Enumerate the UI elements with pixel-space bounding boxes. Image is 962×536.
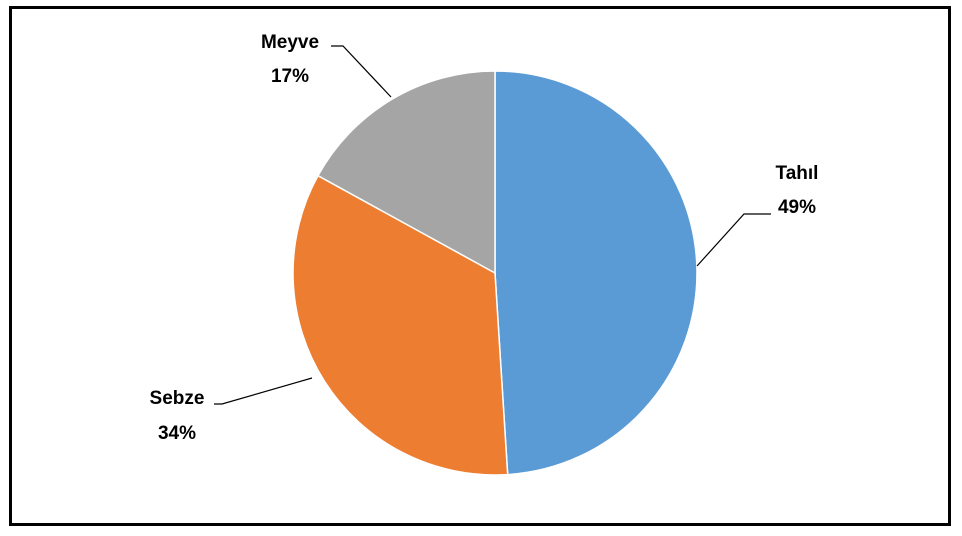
leader-line-meyve <box>331 45 392 98</box>
pie-slice-tahil <box>494 70 698 476</box>
pie-slices <box>292 70 698 476</box>
leader-line-sebze <box>214 377 313 405</box>
leader-line-tahil <box>696 213 771 267</box>
data-label-sebze-name: Sebze <box>150 388 205 409</box>
data-label-meyve-value: 17% <box>271 66 309 87</box>
data-label-sebze-value: 34% <box>158 423 196 444</box>
data-label-meyve-name: Meyve <box>261 32 319 53</box>
pie-slice-meyve <box>316 70 496 275</box>
data-label-tahil-name: Tahıl <box>776 163 819 184</box>
data-label-tahil-value: 49% <box>778 197 816 218</box>
